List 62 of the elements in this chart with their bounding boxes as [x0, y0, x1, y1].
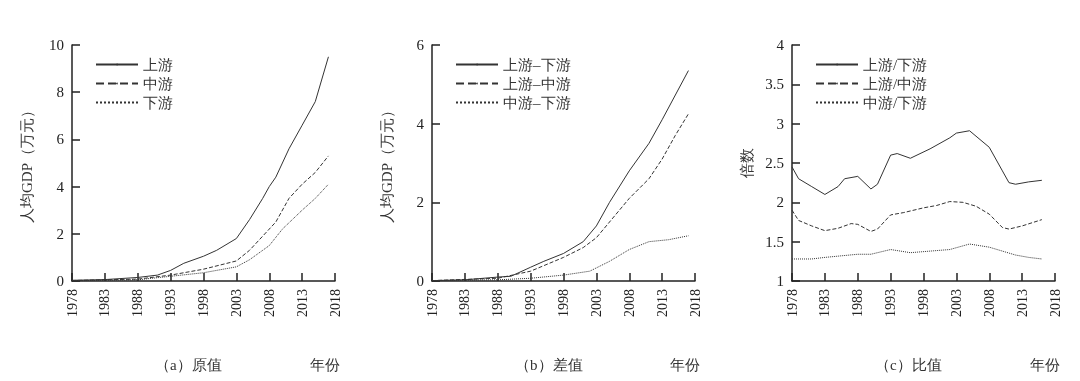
y-tick-label: 3: [776, 115, 784, 132]
y-tick-label: 6: [416, 37, 425, 53]
legend-label: 上游–中游: [503, 75, 571, 92]
x-tick-label: 1993: [163, 289, 179, 317]
x-tick-label: 2008: [981, 289, 997, 317]
y-tick-label: 4: [56, 178, 65, 195]
y-tick-label: 0: [56, 273, 64, 289]
x-tick-label: 1998: [556, 289, 571, 317]
legend-label: 上游/下游: [863, 56, 928, 73]
x-tick-label: 1978: [424, 289, 440, 317]
y-tick-label: 2.5: [765, 155, 784, 171]
x-tick-label: 2018: [327, 289, 343, 317]
y-tick-label: 4: [416, 115, 425, 132]
x-tick-label: 2013: [654, 289, 670, 317]
x-tick-label: 1988: [130, 289, 146, 317]
x-tick-label: 2008: [621, 289, 637, 317]
y-tick-label: 1: [776, 273, 784, 289]
x-tick-label: 1998: [916, 289, 931, 317]
legend-label: 上游–下游: [503, 56, 571, 73]
x-axis-title: 年份: [670, 356, 700, 373]
y-axis-title: 人均GDP（万元）: [378, 102, 395, 224]
text: （c）比值: [875, 356, 942, 373]
x-tick-label: 1983: [457, 289, 473, 317]
x-tick-label: 2008: [261, 289, 277, 317]
legend-label: 中游/下游: [863, 94, 928, 111]
x-tick-label: 2013: [1014, 289, 1030, 317]
legend-label: 中游: [143, 75, 173, 92]
x-tick-label: 1993: [523, 289, 539, 317]
y-tick-label: 2: [776, 194, 784, 211]
legend-label: 中游–下游: [503, 94, 571, 111]
x-tick-label: 1983: [97, 289, 113, 317]
y-tick-label: 1.5: [765, 233, 784, 250]
text: （b）差值: [515, 356, 583, 373]
legend-label: 上游/中游: [863, 75, 928, 92]
y-tick-label: 2: [56, 225, 64, 242]
x-tick-label: 2018: [687, 289, 703, 317]
x-tick-label: 1988: [850, 289, 866, 317]
x-tick-label: 2003: [228, 289, 244, 317]
legend-label: 下游: [143, 94, 173, 111]
legend-label: 上游: [143, 56, 173, 73]
y-tick-label: 4: [776, 37, 785, 53]
x-tick-label: 1978: [64, 289, 80, 317]
x-tick-label: 2003: [588, 289, 604, 317]
y-tick-label: 0: [416, 273, 424, 289]
y-tick-label: 8: [56, 84, 64, 101]
x-tick-label: 1988: [490, 289, 506, 317]
y-tick-label: 10: [49, 37, 64, 53]
x-tick-label: 2003: [948, 289, 964, 317]
y-tick-label: 3.5: [765, 76, 784, 93]
x-axis-title: 年份: [310, 356, 340, 373]
x-axis-title: 年份: [1030, 356, 1060, 373]
text: （a）原值: [155, 356, 222, 373]
x-tick-label: 1983: [817, 289, 833, 317]
x-tick-label: 1978: [784, 289, 800, 317]
y-tick-label: 6: [56, 131, 65, 148]
y-tick-label: 2: [416, 194, 424, 211]
x-tick-label: 1993: [883, 289, 899, 317]
x-tick-label: 2013: [294, 289, 310, 317]
x-tick-label: 2018: [1047, 289, 1063, 317]
y-axis-title: 人均GDP（万元）: [18, 102, 35, 224]
y-axis-title: 倍数: [738, 148, 755, 178]
x-tick-label: 1998: [196, 289, 211, 317]
